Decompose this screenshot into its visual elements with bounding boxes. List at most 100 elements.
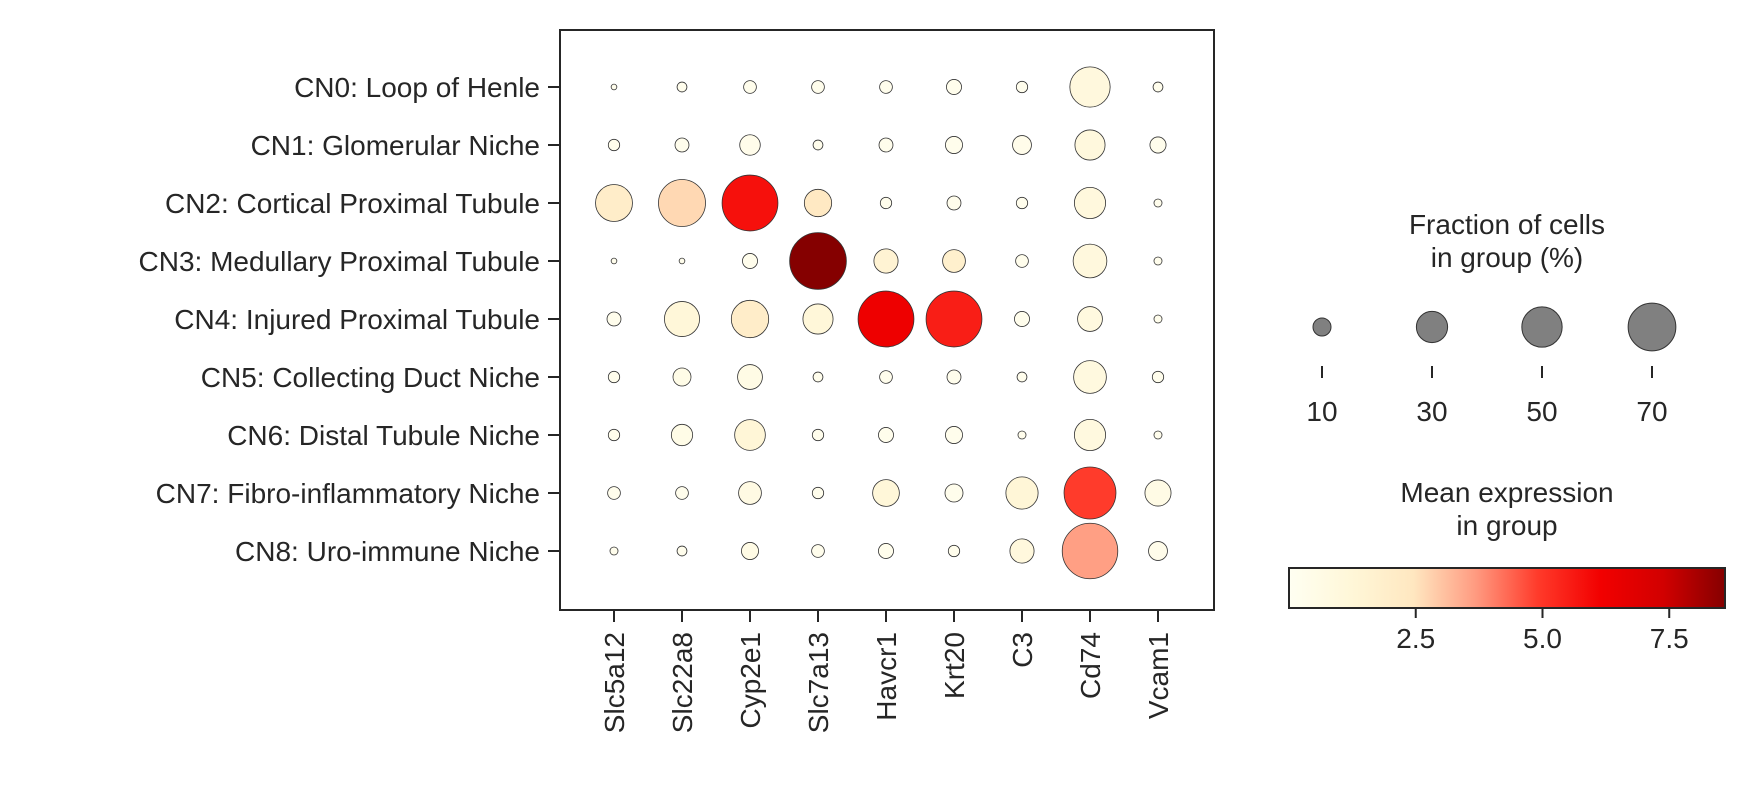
row-label: CN7: Fibro-inflammatory Niche: [156, 478, 540, 509]
data-dot: [1009, 538, 1035, 564]
data-dot: [802, 303, 834, 335]
data-dot: [1015, 254, 1029, 268]
data-dot: [803, 188, 833, 218]
data-dot: [741, 542, 759, 560]
size-legend-label: 10: [1306, 396, 1337, 427]
data-dot: [1153, 198, 1163, 208]
row-label: CN2: Cortical Proximal Tubule: [165, 188, 540, 219]
data-dot: [1149, 136, 1167, 154]
data-dot: [1061, 522, 1119, 580]
data-dot: [945, 426, 963, 444]
data-dot: [1077, 306, 1103, 332]
data-dot: [658, 179, 706, 227]
data-dot: [789, 232, 847, 290]
data-dot: [1072, 243, 1108, 279]
data-dot: [811, 486, 825, 500]
data-dot: [1063, 466, 1117, 520]
data-dot: [1153, 256, 1163, 266]
colorbar-tick-label: 7.5: [1650, 623, 1689, 654]
data-dot: [1144, 479, 1172, 507]
column-label: Slc7a13: [803, 632, 834, 733]
data-dot: [738, 481, 762, 505]
main-plot-area: CN0: Loop of Henle CN1: Glomerular Niche C…: [139, 29, 1215, 733]
data-dot: [812, 139, 824, 151]
data-dot: [879, 196, 893, 210]
data-dot: [607, 138, 621, 152]
data-dot: [609, 546, 619, 556]
data-dot: [1015, 80, 1029, 94]
data-dot: [1017, 430, 1027, 440]
column-label: Havcr1: [871, 632, 902, 721]
data-dot: [1014, 311, 1030, 327]
data-dot: [1015, 196, 1029, 210]
data-dot: [1069, 66, 1111, 108]
row-label: CN8: Uro-immune Niche: [235, 536, 540, 567]
data-dot: [1016, 371, 1028, 383]
data-dot: [739, 134, 761, 156]
color-legend-title: in group: [1456, 510, 1557, 541]
data-dot: [1152, 81, 1164, 93]
size-legend-title: in group (%): [1431, 242, 1584, 273]
colorbar: [1288, 567, 1726, 609]
data-dot: [1151, 370, 1165, 384]
data-dot: [811, 428, 825, 442]
data-dot: [675, 486, 689, 500]
data-dot: [878, 427, 894, 443]
data-dot: [1073, 360, 1107, 394]
data-dot: [674, 137, 690, 153]
size-legend-label: 30: [1416, 396, 1447, 427]
size-legend-dot: [1312, 317, 1332, 337]
column-label: Slc5a12: [599, 632, 630, 733]
row-label: CN0: Loop of Henle: [294, 72, 540, 103]
size-legend-dot: [1521, 306, 1563, 348]
data-dot: [946, 79, 962, 95]
column-label: C3: [1007, 632, 1038, 668]
size-legend-label: 70: [1636, 396, 1667, 427]
data-dot: [879, 80, 893, 94]
row-label: CN3: Medullary Proximal Tubule: [139, 246, 541, 277]
data-dot: [610, 257, 618, 265]
data-dot: [606, 311, 622, 327]
column-label: Cyp2e1: [735, 632, 766, 729]
data-dot: [734, 419, 766, 451]
data-dot: [878, 137, 894, 153]
row-label: CN1: Glomerular Niche: [251, 130, 540, 161]
data-dot: [1074, 129, 1106, 161]
data-dot: [947, 544, 961, 558]
size-legend-title: Fraction of cells: [1409, 209, 1605, 240]
data-dot: [946, 195, 962, 211]
data-dot: [664, 301, 700, 337]
colorbar-tick-label: 5.0: [1523, 623, 1562, 654]
column-label: Krt20: [939, 632, 970, 699]
data-dot: [676, 81, 688, 93]
data-dot: [721, 174, 779, 232]
data-dot: [743, 80, 757, 94]
data-dot: [872, 479, 900, 507]
size-legend-dot: [1415, 310, 1449, 344]
data-dot: [1073, 418, 1107, 452]
data-dot: [811, 80, 825, 94]
data-dot: [873, 248, 899, 274]
data-dot: [595, 184, 633, 222]
data-dot: [737, 364, 763, 390]
data-dot: [945, 136, 963, 154]
data-dot: [925, 290, 983, 348]
data-dot: [857, 290, 915, 348]
data-dot: [942, 249, 966, 273]
data-dot: [811, 544, 825, 558]
data-dot: [878, 543, 894, 559]
data-dot: [672, 367, 692, 387]
data-dot: [879, 370, 893, 384]
data-dot: [607, 428, 621, 442]
size-legend-dot: [1627, 302, 1677, 352]
data-dot: [944, 483, 964, 503]
column-label: Cd74: [1075, 632, 1106, 699]
data-dot: [610, 83, 618, 91]
data-dot: [1153, 430, 1163, 440]
color-legend-title: Mean expression: [1400, 477, 1613, 508]
size-legend-label: 50: [1526, 396, 1557, 427]
data-dot: [946, 369, 962, 385]
